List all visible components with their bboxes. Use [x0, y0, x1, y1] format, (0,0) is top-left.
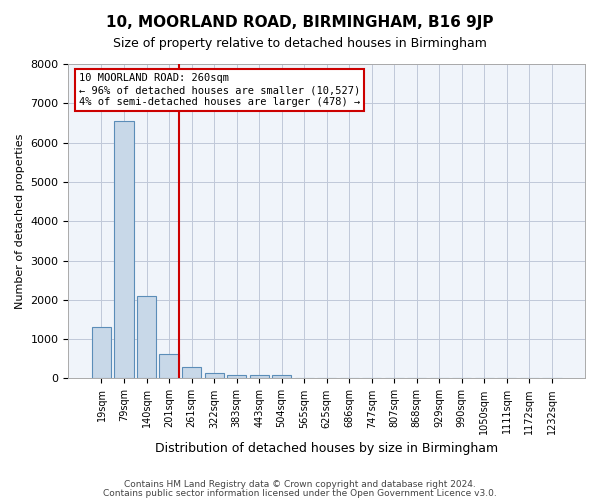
Bar	[92, 328, 111, 378]
Text: Contains public sector information licensed under the Open Government Licence v3: Contains public sector information licen…	[103, 488, 497, 498]
Bar	[182, 367, 201, 378]
Bar	[250, 376, 269, 378]
X-axis label: Distribution of detached houses by size in Birmingham: Distribution of detached houses by size …	[155, 442, 498, 455]
Bar	[137, 296, 156, 378]
Bar	[227, 374, 246, 378]
Y-axis label: Number of detached properties: Number of detached properties	[15, 134, 25, 309]
Text: 10, MOORLAND ROAD, BIRMINGHAM, B16 9JP: 10, MOORLAND ROAD, BIRMINGHAM, B16 9JP	[106, 15, 494, 30]
Bar	[160, 354, 179, 378]
Text: 10 MOORLAND ROAD: 260sqm
← 96% of detached houses are smaller (10,527)
4% of sem: 10 MOORLAND ROAD: 260sqm ← 96% of detach…	[79, 74, 360, 106]
Text: Contains HM Land Registry data © Crown copyright and database right 2024.: Contains HM Land Registry data © Crown c…	[124, 480, 476, 489]
Text: Size of property relative to detached houses in Birmingham: Size of property relative to detached ho…	[113, 38, 487, 51]
Bar	[115, 121, 134, 378]
Bar	[205, 372, 224, 378]
Bar	[272, 374, 291, 378]
